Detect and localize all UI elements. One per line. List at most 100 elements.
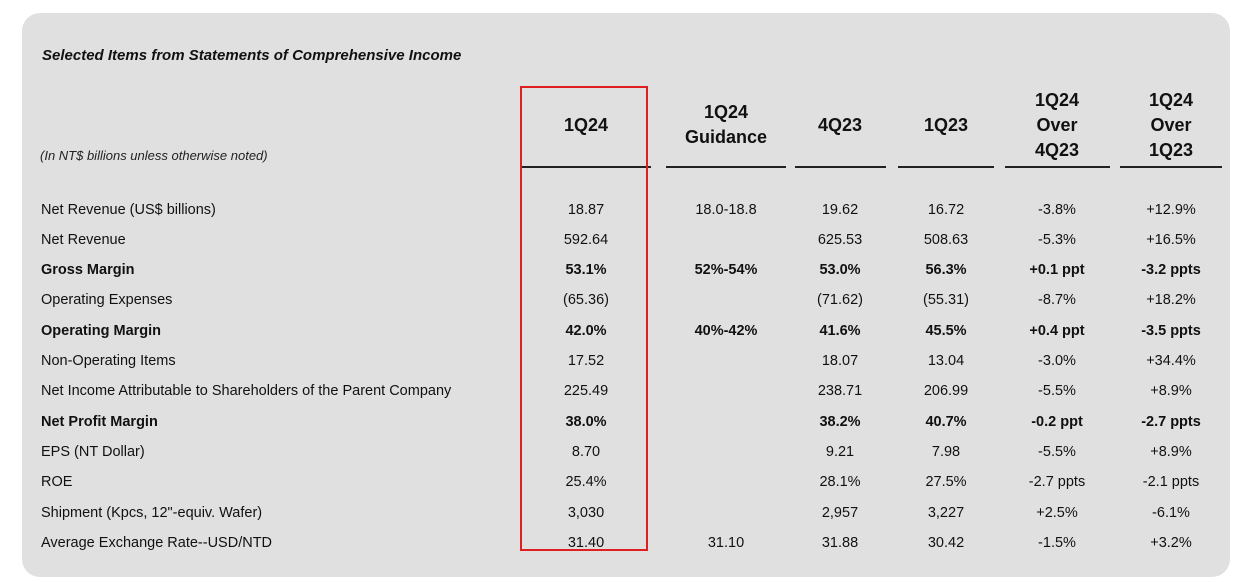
- row-value: +3.2%: [1150, 535, 1192, 551]
- row-value: 31.88: [821, 535, 859, 551]
- row-value: 206.99: [923, 383, 969, 399]
- row-value: 3,030: [567, 505, 605, 521]
- row-label: Gross Margin: [41, 262, 135, 278]
- row-value: 18.07: [821, 353, 859, 369]
- row-value: -0.2 ppt: [1031, 414, 1083, 430]
- column-header-line: 4Q23: [1034, 139, 1080, 160]
- row-value: 53.1%: [565, 262, 607, 278]
- table-row: Average Exchange Rate--USD/NTD 31.40 31.10…: [0, 528, 1245, 558]
- column-header-1: 1Q24 Guidance: [661, 86, 791, 164]
- table-row: Net Income Attributable to Shareholders …: [0, 376, 1245, 406]
- table-row: Non-Operating Items 17.52 18.07 13.04 -3.0% +…: [0, 346, 1245, 376]
- row-value: -1.5%: [1038, 535, 1076, 551]
- row-value: [666, 437, 786, 467]
- row-label: Net Income Attributable to Shareholders …: [41, 383, 452, 399]
- row-value: 508.63: [923, 232, 969, 248]
- table-row: Shipment (Kpcs, 12"-equiv. Wafer) 3,030 2,…: [0, 498, 1245, 528]
- row-value: 52%-54%: [694, 262, 758, 278]
- column-header-5: 1Q24 Over 1Q23: [1106, 86, 1236, 164]
- row-value: -2.7 ppts: [1141, 414, 1201, 430]
- column-header-0: 1Q24: [521, 86, 651, 164]
- column-header-line: 1Q23: [1148, 139, 1194, 160]
- row-label: Non-Operating Items: [41, 353, 176, 369]
- row-value: 40%-42%: [694, 323, 758, 339]
- row-value: 38.2%: [819, 414, 861, 430]
- row-value: [666, 376, 786, 406]
- table-row: EPS (NT Dollar) 8.70 9.21 7.98 -5.5% +8.9%: [0, 437, 1245, 467]
- row-value: 27.5%: [925, 474, 967, 490]
- column-header-line: Over: [1036, 114, 1078, 135]
- row-value: 53.0%: [819, 262, 861, 278]
- header-underline: [898, 166, 994, 168]
- row-value: 225.49: [563, 383, 609, 399]
- row-value: -3.8%: [1038, 202, 1076, 218]
- table-card: [22, 13, 1230, 577]
- table-title: Selected Items from Statements of Compre…: [42, 47, 462, 64]
- row-value: 18.87: [567, 202, 605, 218]
- column-header-4: 1Q24 Over 4Q23: [992, 86, 1122, 164]
- header-underline: [521, 166, 651, 168]
- row-value: -3.5 ppts: [1141, 323, 1201, 339]
- table-row: ROE 25.4% 28.1% 27.5% -2.7 ppts -2.1 ppts: [0, 467, 1245, 497]
- table-row: Net Revenue (US$ billions) 18.87 18.0-18.8…: [0, 195, 1245, 225]
- column-header-line: 1Q23: [923, 114, 969, 135]
- row-value: +12.9%: [1146, 202, 1196, 218]
- row-value: (65.36): [563, 292, 609, 308]
- column-header-line: 4Q23: [817, 114, 863, 135]
- table-row: Net Revenue 592.64 625.53 508.63 -5.3% +16.5%: [0, 225, 1245, 255]
- row-value: 41.6%: [819, 323, 861, 339]
- row-value: +34.4%: [1146, 353, 1196, 369]
- column-header-line: Over: [1150, 114, 1192, 135]
- row-value: 9.21: [825, 444, 855, 460]
- row-value: 592.64: [563, 232, 609, 248]
- row-value: -5.5%: [1038, 383, 1076, 399]
- row-label: Net Revenue: [41, 232, 126, 248]
- header-underline: [1005, 166, 1110, 168]
- row-value: (55.31): [923, 292, 969, 308]
- table-row: Net Profit Margin 38.0% 38.2% 40.7% -0.2 ppt…: [0, 407, 1245, 437]
- row-value: -8.7%: [1038, 292, 1076, 308]
- row-value: 17.52: [567, 353, 605, 369]
- row-value: -3.2 ppts: [1141, 262, 1201, 278]
- row-value: [666, 467, 786, 497]
- row-label: Net Revenue (US$ billions): [41, 202, 216, 218]
- row-value: +2.5%: [1036, 505, 1078, 521]
- row-value: 45.5%: [925, 323, 967, 339]
- row-label: Operating Margin: [41, 323, 162, 339]
- row-value: -2.1 ppts: [1142, 474, 1200, 490]
- units-note: (In NT$ billions unless otherwise noted): [40, 148, 268, 163]
- row-value: -2.7 ppts: [1028, 474, 1086, 490]
- row-value: +8.9%: [1150, 444, 1192, 460]
- header-underline: [1120, 166, 1222, 168]
- row-value: 42.0%: [565, 323, 607, 339]
- row-value: 25.4%: [565, 474, 607, 490]
- column-header-3: 1Q23: [881, 86, 1011, 164]
- row-value: 3,227: [927, 505, 965, 521]
- row-value: 31.40: [567, 535, 605, 551]
- column-header-line: 1Q24: [1034, 89, 1080, 110]
- row-value: +16.5%: [1146, 232, 1196, 248]
- row-value: (71.62): [817, 292, 863, 308]
- row-value: 31.10: [707, 535, 745, 551]
- row-value: 28.1%: [819, 474, 861, 490]
- column-header-line: Guidance: [684, 127, 768, 147]
- row-value: -3.0%: [1038, 353, 1076, 369]
- header-underline: [795, 166, 886, 168]
- row-value: +18.2%: [1146, 292, 1196, 308]
- table-row: Gross Margin 53.1% 52%-54% 53.0% 56.3% +0.1 p…: [0, 255, 1245, 285]
- row-value: 16.72: [927, 202, 965, 218]
- row-value: 18.0-18.8: [695, 202, 757, 218]
- row-value: 56.3%: [925, 262, 967, 278]
- row-value: [666, 407, 786, 437]
- column-header-line: 1Q24: [703, 102, 749, 122]
- row-value: [666, 225, 786, 255]
- column-header-line: 1Q24: [563, 114, 609, 135]
- row-value: +0.1 ppt: [1029, 262, 1085, 278]
- row-value: +0.4 ppt: [1029, 323, 1085, 339]
- row-label: Shipment (Kpcs, 12"-equiv. Wafer): [41, 505, 263, 521]
- row-value: [666, 346, 786, 376]
- row-value: -5.3%: [1038, 232, 1076, 248]
- row-label: ROE: [41, 474, 73, 490]
- column-header-2: 4Q23: [775, 86, 905, 164]
- row-label: Operating Expenses: [41, 292, 173, 308]
